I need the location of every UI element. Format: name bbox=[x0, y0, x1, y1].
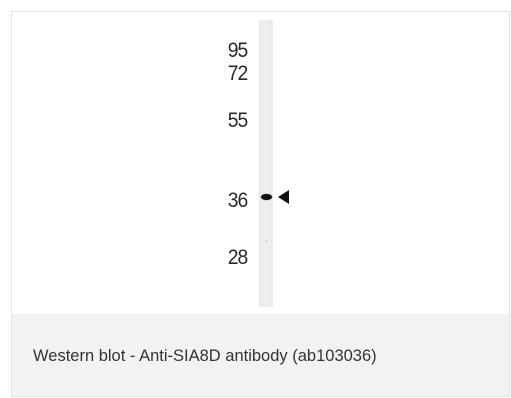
western-blot-image: 95 72 55 36 28 bbox=[12, 12, 509, 313]
protein-band bbox=[261, 194, 272, 200]
marker-label-72: 72 bbox=[227, 62, 248, 85]
marker-label-55: 55 bbox=[227, 109, 248, 132]
figure-caption: Western blot - Anti-SIA8D antibody (ab10… bbox=[33, 347, 377, 365]
caption-bar: Western blot - Anti-SIA8D antibody (ab10… bbox=[12, 314, 509, 396]
left-pointing-triangle-icon bbox=[278, 190, 289, 204]
marker-label-36: 36 bbox=[227, 189, 248, 212]
lane-artifact bbox=[265, 240, 268, 242]
blot-lane bbox=[259, 20, 273, 307]
marker-label-28: 28 bbox=[227, 246, 248, 269]
figure-frame: 95 72 55 36 28 Western blot - Anti-SIA8D… bbox=[11, 11, 510, 397]
marker-label-95: 95 bbox=[227, 39, 248, 62]
